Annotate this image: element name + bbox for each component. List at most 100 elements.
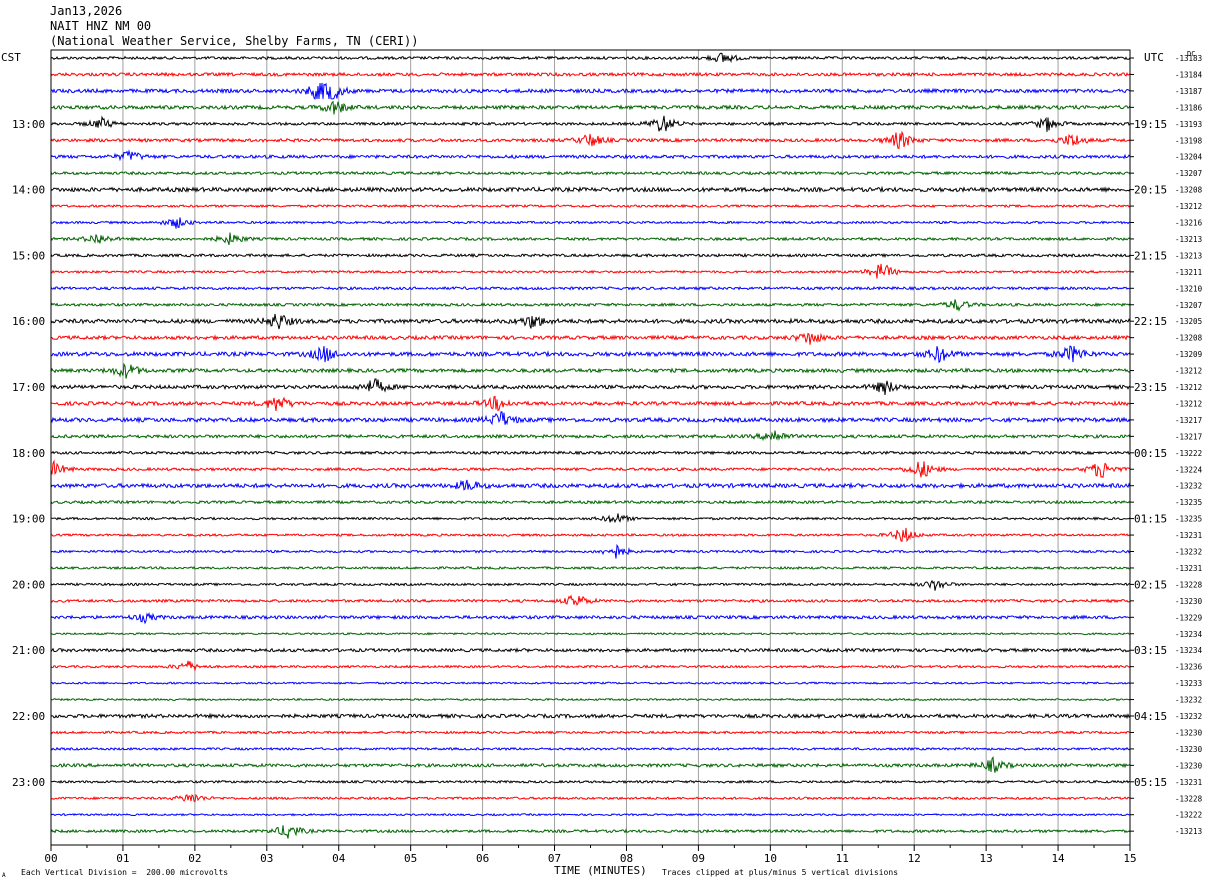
trace-row-0 [50,52,1131,64]
trace-row-32 [50,579,1131,591]
trace-row-22 [50,411,1131,426]
trace-row-46 [50,812,1131,817]
plot-date: Jan13,2026 [50,4,123,18]
trace-row-11 [50,232,1131,246]
cst-hour-label: 15:00 [12,249,45,262]
dc-offset-label: -13234 [1175,646,1203,655]
dc-offset-label: -13232 [1175,548,1202,557]
dc-offset-label: -13228 [1175,794,1203,803]
utc-hour-label: 01:15 [1134,513,1167,526]
trace-row-10 [50,217,1131,229]
dc-offset-label: -13213 [1175,235,1202,244]
trace-row-23 [51,430,1131,442]
dc-offset-label: -13207 [1175,301,1202,310]
cst-hour-label: 16:00 [12,315,45,328]
trace-row-43 [50,756,1131,773]
dc-offset-label: -13187 [1175,87,1202,96]
trace-row-27 [50,499,1131,505]
utc-zone-label: UTC [1144,51,1164,64]
dc-offset-label: -13235 [1175,498,1202,507]
dc-offset-label: -13204 [1175,153,1203,162]
x-tick-label-04: 04 [332,852,346,865]
dc-offset-label: -13222 [1175,449,1202,458]
dc-offset-label: -13213 [1175,827,1202,836]
trace-row-21 [50,395,1131,412]
cst-hour-label: 18:00 [12,447,45,460]
dc-offset-label: -13207 [1175,169,1202,178]
trace-rows [50,52,1131,839]
dc-label: DC [1187,50,1195,58]
x-tick-label-02: 02 [188,852,201,865]
dc-offset-label: -13231 [1175,564,1202,573]
x-tick-label-03: 03 [260,852,273,865]
x-tick-label-01: 01 [116,852,129,865]
trace-row-7 [50,170,1131,176]
x-tick-label-10: 10 [764,852,777,865]
trace-row-37 [50,660,1131,672]
dc-offset-label: -13233 [1175,679,1202,688]
trace-row-36 [50,647,1131,654]
utc-hour-label: 04:15 [1134,710,1167,723]
dc-offset-label: -13210 [1175,284,1203,293]
dc-offset-label: -13236 [1175,663,1203,672]
trace-row-33 [50,594,1131,606]
dc-offset-label: -13222 [1175,811,1202,820]
utc-hour-label: 22:15 [1134,315,1167,328]
utc-hour-label: 00:15 [1134,447,1167,460]
trace-row-31 [50,565,1131,571]
dc-offset-label: -13193 [1175,120,1202,129]
trace-row-24 [50,450,1131,456]
trace-row-44 [50,779,1131,784]
dc-offset-label: -13231 [1175,778,1202,787]
x-tick-label-12: 12 [908,852,921,865]
utc-hour-label: 03:15 [1134,644,1167,657]
trace-row-9 [50,203,1131,209]
trace-row-5 [50,130,1131,149]
utc-hour-labels: 19:15 20:15 21:15 22:15 23:15 00:15 01:15 02:15… [1134,118,1167,789]
trace-row-18 [50,345,1131,364]
cst-hour-label: 22:00 [12,710,45,723]
x-tick-label-11: 11 [836,852,849,865]
x-tick-label-06: 06 [476,852,489,865]
dc-offset-label: -13230 [1175,728,1203,737]
utc-hour-label: 05:15 [1134,776,1167,789]
dc-offset-label: -13232 [1175,696,1202,705]
x-tick-label-00: 00 [44,852,57,865]
dc-offset-label: -13234 [1175,630,1203,639]
dc-offset-label: -13212 [1175,383,1202,392]
cst-hour-labels: 13:00 14:00 15:00 16:00 17:00 18:00 19:00 20:00… [12,118,45,789]
trace-row-29 [50,527,1131,543]
trace-row-26 [50,479,1131,491]
dc-offset-label: -13212 [1175,202,1202,211]
trace-row-6 [50,149,1131,162]
dc-offset-label: -13230 [1175,761,1203,770]
utc-hour-label: 02:15 [1134,578,1167,591]
trace-row-45 [50,793,1131,803]
dc-offset-label: -13211 [1175,268,1202,277]
trace-row-25 [50,459,1131,479]
dc-offset-label: -13217 [1175,432,1202,441]
trace-row-2 [50,82,1131,100]
trace-row-38 [50,681,1131,686]
x-tick-label-08: 08 [620,852,633,865]
trace-row-8 [50,185,1131,194]
x-tick-label-09: 09 [692,852,705,865]
x-tick-label-13: 13 [980,852,993,865]
dc-offset-label: -13229 [1175,613,1202,622]
plot-border [50,49,1131,846]
dc-offset-label: -13212 [1175,399,1202,408]
trace-row-13 [50,263,1131,279]
trace-row-39 [50,697,1131,702]
x-tick-label-15: 15 [1123,852,1136,865]
cst-hour-label: 17:00 [12,381,45,394]
dc-offset-label: -13232 [1175,712,1202,721]
minute-gridlines [122,50,1059,845]
cst-hour-label: 21:00 [12,644,45,657]
station-name: NAIT HNZ NM 00 [50,19,152,33]
scale-note: Each Vertical Division = 200.00 microvol… [21,868,228,877]
trace-row-4 [50,115,1131,132]
trace-row-42 [50,746,1131,752]
dc-offset-label: -13184 [1175,70,1203,79]
trace-row-30 [50,543,1131,559]
dc-offset-label: -13208 [1175,186,1203,195]
